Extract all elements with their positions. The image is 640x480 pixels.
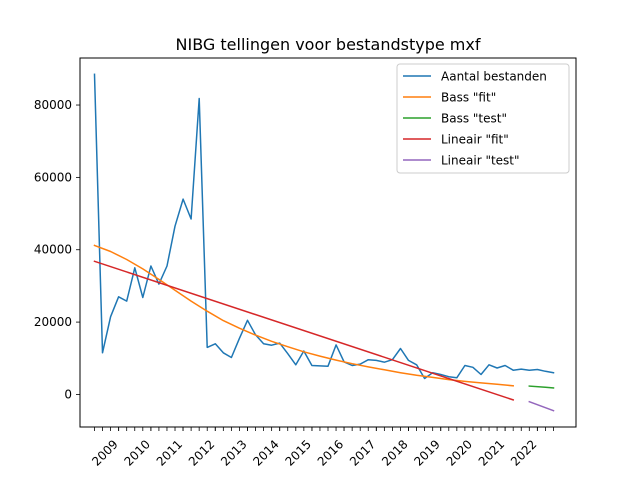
x-tick-label: 2019 (411, 437, 442, 468)
legend-label: Bass "fit" (441, 91, 496, 105)
chart-title: NIBG tellingen voor bestandstype mxf (176, 35, 481, 54)
y-tick-label: 80000 (34, 98, 72, 112)
y-tick-label: 40000 (34, 243, 72, 257)
x-tick-label: 2009 (89, 437, 120, 468)
y-tick-label: 60000 (34, 170, 72, 184)
x-tick-label: 2014 (250, 437, 281, 468)
y-axis: 0 20000 40000 60000 80000 (34, 98, 80, 401)
x-tick-label: 2011 (154, 437, 185, 468)
legend: Aantal bestanden Bass "fit" Bass "test" Lin… (396, 63, 570, 174)
series-layer (93, 73, 555, 412)
series-line-1 (93, 244, 515, 387)
x-tick-label: 2012 (186, 437, 217, 468)
legend-frame (396, 63, 570, 174)
series-line-4 (528, 400, 555, 412)
x-tick-label: 2021 (476, 437, 507, 468)
series-line-3 (93, 260, 515, 401)
y-tick-label: 0 (64, 387, 72, 401)
legend-label: Aantal bestanden (441, 70, 547, 84)
x-tick-label: 2022 (508, 437, 539, 468)
x-tick-label: 2013 (218, 437, 249, 468)
x-tick-label: 2017 (347, 437, 378, 468)
series-line-2 (528, 385, 555, 389)
x-tick-label: 2020 (444, 437, 475, 468)
series-line-0 (93, 73, 555, 380)
legend-label: Lineair "fit" (441, 133, 509, 147)
legend-label: Lineair "test" (441, 154, 520, 168)
legend-label: Bass "test" (441, 112, 507, 126)
x-tick-label: 2018 (379, 437, 410, 468)
x-tick-label: 2010 (121, 437, 152, 468)
x-axis: 2009 2010 2011 2012 2013 2014 2015 2016 2017 2018… (89, 427, 554, 469)
y-tick-label: 20000 (34, 315, 72, 329)
x-tick-label: 2016 (315, 437, 346, 468)
x-tick-label: 2015 (283, 437, 314, 468)
